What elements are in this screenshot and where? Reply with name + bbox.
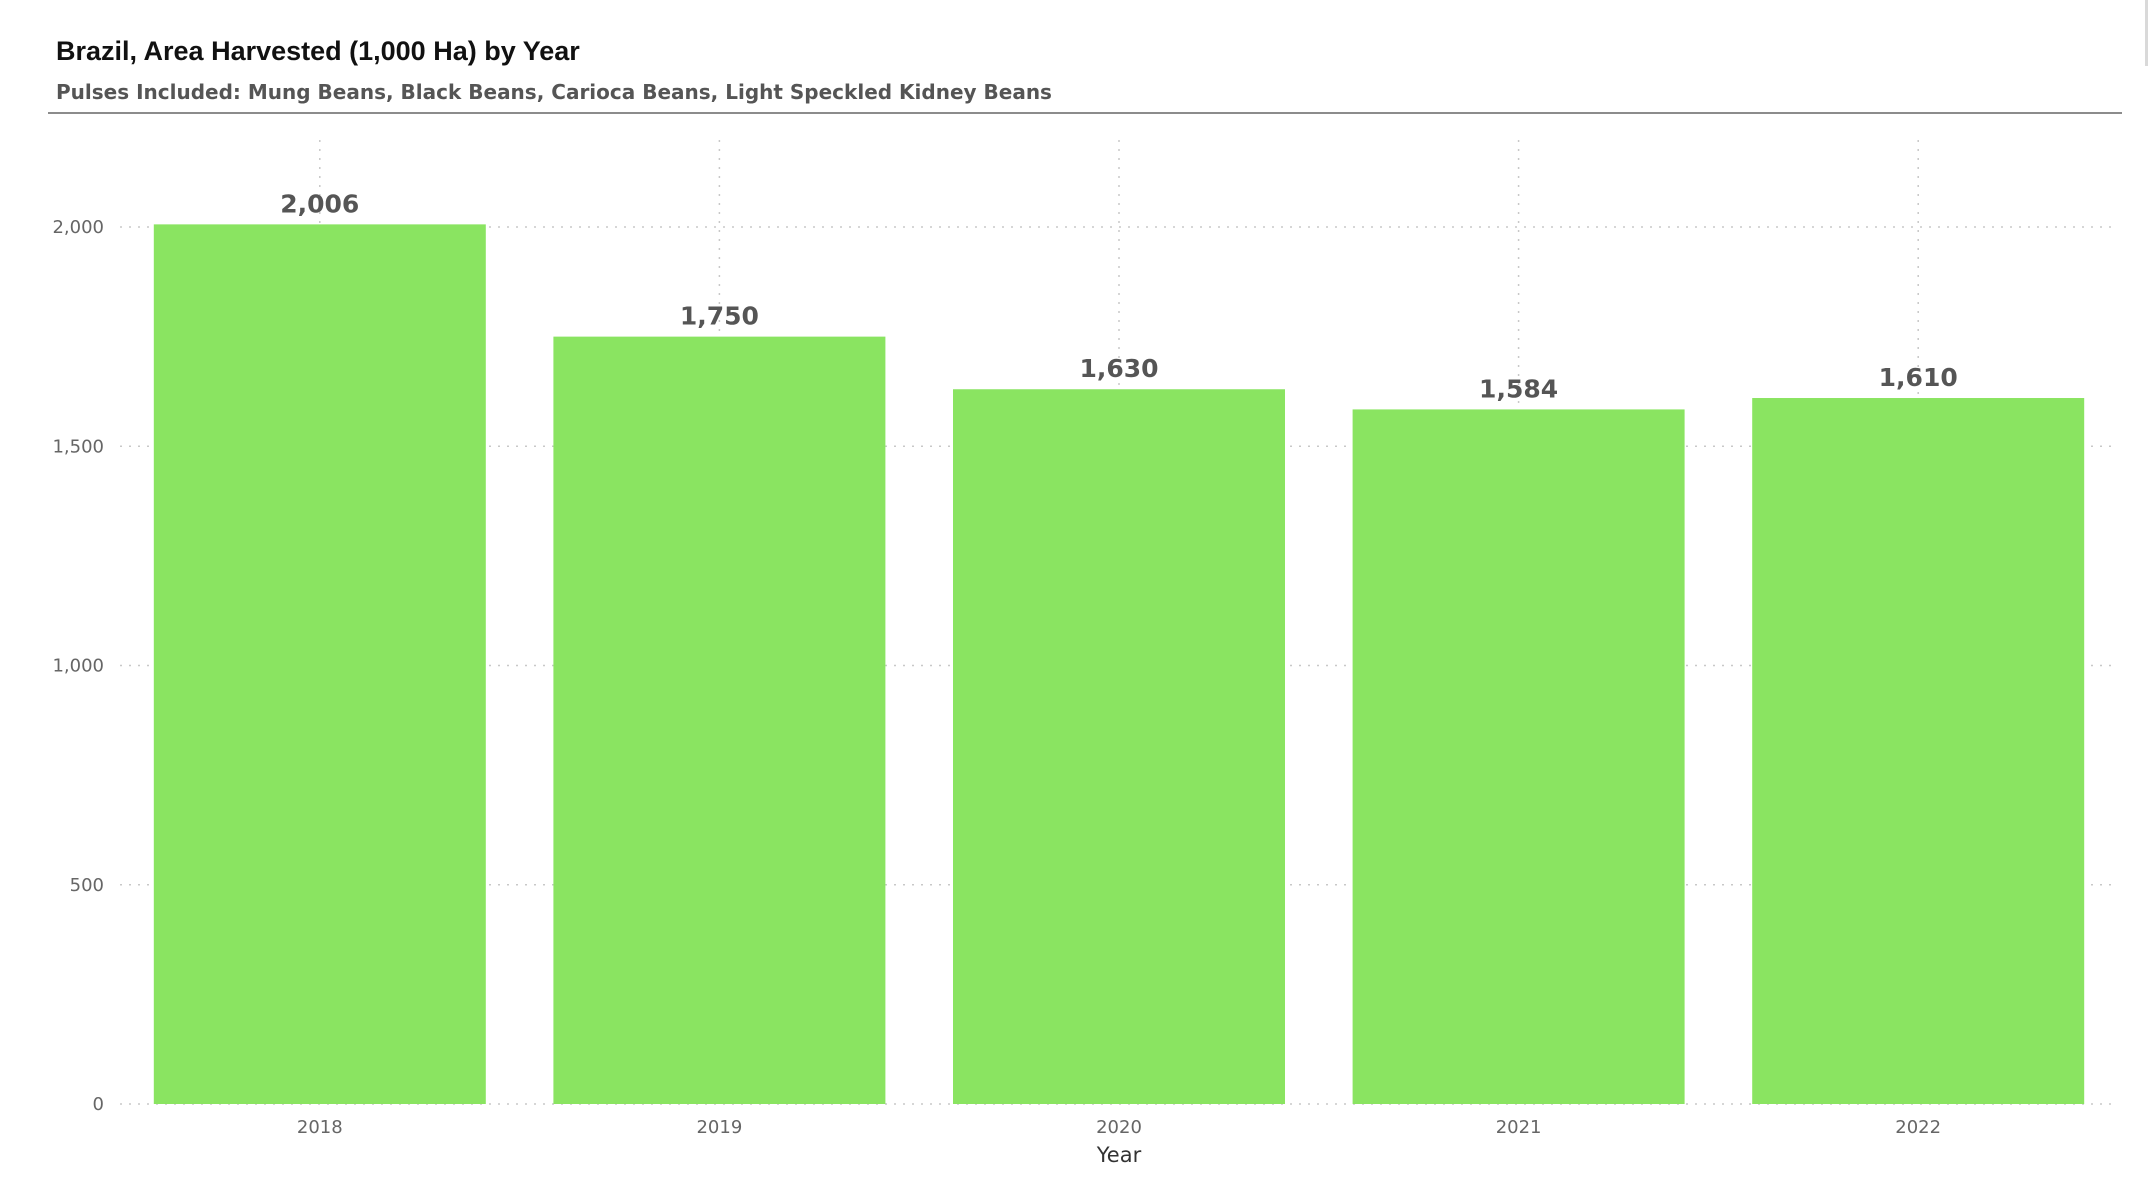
x-tick-label: 2019: [696, 1117, 742, 1138]
chart-subtitle: Pulses Included: Mung Beans, Black Beans…: [56, 80, 1052, 104]
y-tick-label: 1,500: [52, 436, 104, 457]
bar: [153, 224, 486, 1104]
x-axis-title: Year: [1096, 1143, 1142, 1167]
x-tick-label: 2018: [297, 1117, 343, 1138]
bar: [553, 336, 886, 1104]
panel-edge-marker: [2145, 0, 2148, 66]
bar: [1352, 409, 1685, 1104]
data-label: 1,584: [1479, 374, 1558, 403]
x-tick-label: 2020: [1096, 1117, 1142, 1138]
data-label: 1,750: [680, 302, 759, 331]
x-axis-ticks: 2018 2019 2020 2021 2022: [297, 1117, 1941, 1138]
data-label: 2,006: [280, 189, 359, 218]
header-divider: [48, 112, 2122, 114]
bar: [1752, 398, 2085, 1104]
data-label: 1,630: [1079, 354, 1158, 383]
y-tick-label: 1,000: [52, 656, 104, 677]
y-axis-ticks: 0 500 1,000 1,500 2,000: [52, 217, 104, 1115]
bar: [953, 389, 1285, 1104]
chart-title: Brazil, Area Harvested (1,000 Ha) by Yea…: [56, 36, 580, 66]
y-tick-label: 500: [70, 875, 104, 896]
y-tick-label: 2,000: [52, 217, 104, 238]
bars: [153, 224, 2085, 1104]
data-labels: 2,006 1,750 1,630 1,584 1,610: [280, 189, 1957, 403]
y-tick-label: 0: [93, 1094, 104, 1115]
x-tick-label: 2021: [1496, 1117, 1542, 1138]
x-tick-label: 2022: [1895, 1117, 1941, 1138]
data-label: 1,610: [1879, 363, 1958, 392]
